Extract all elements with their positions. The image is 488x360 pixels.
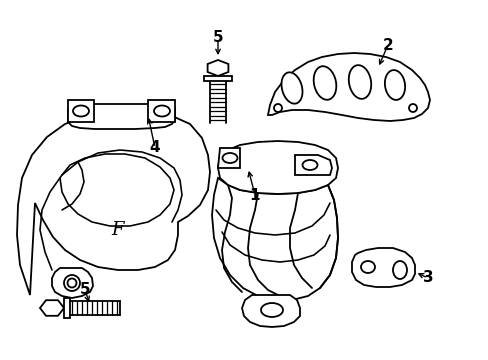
Polygon shape [267,53,429,121]
Polygon shape [148,100,175,122]
Text: 1: 1 [249,188,260,202]
Text: 2: 2 [382,37,392,53]
Ellipse shape [348,65,370,99]
Polygon shape [203,76,231,81]
Polygon shape [68,100,94,122]
Ellipse shape [281,72,302,104]
Polygon shape [212,178,337,300]
Ellipse shape [384,70,404,100]
Ellipse shape [154,105,170,117]
Ellipse shape [273,104,282,112]
Ellipse shape [302,160,317,170]
Ellipse shape [222,153,237,163]
Text: 5: 5 [212,31,223,45]
Text: 5: 5 [80,283,90,297]
Polygon shape [207,60,228,76]
Polygon shape [64,298,70,318]
Polygon shape [40,300,64,316]
Polygon shape [242,295,299,327]
Ellipse shape [360,261,374,273]
Polygon shape [351,248,414,287]
Ellipse shape [67,279,76,288]
Polygon shape [17,110,209,295]
Ellipse shape [408,104,416,112]
Text: 3: 3 [422,270,432,285]
Ellipse shape [64,275,80,291]
Polygon shape [294,155,331,175]
Text: 4: 4 [149,140,160,156]
Ellipse shape [392,261,406,279]
Polygon shape [218,148,240,168]
Text: F: F [112,221,124,239]
Polygon shape [218,141,337,194]
Polygon shape [68,104,175,129]
Ellipse shape [261,303,283,317]
Ellipse shape [313,66,336,100]
Polygon shape [52,268,93,298]
Ellipse shape [73,105,89,117]
